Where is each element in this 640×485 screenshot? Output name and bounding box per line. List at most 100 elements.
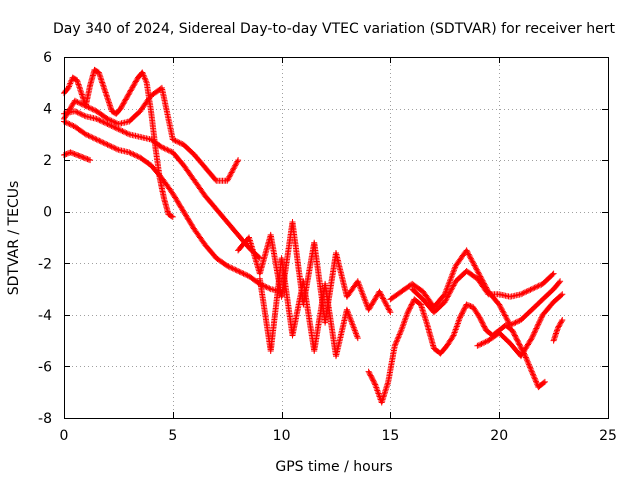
data-point-marks	[180, 141, 197, 157]
data-point	[550, 270, 557, 277]
data-point-marks	[420, 296, 436, 315]
data-point-marks	[430, 300, 447, 316]
data-point-marks	[289, 219, 307, 306]
data-point-marks	[518, 286, 534, 298]
data-point-marks	[507, 317, 523, 329]
data-point-marks	[126, 109, 143, 125]
data-point	[559, 317, 566, 323]
data-point-marks	[95, 69, 106, 87]
data-point-marks	[169, 149, 186, 168]
data-point-marks	[409, 286, 425, 302]
y-tick-label: -2	[38, 256, 52, 272]
data-point-marks	[104, 121, 120, 132]
data-point	[235, 157, 242, 164]
data-point-marks	[430, 292, 447, 311]
data-point-marks	[148, 136, 164, 150]
data-point-marks	[121, 91, 132, 104]
data-point-marks	[354, 278, 372, 312]
data-point-marks	[202, 193, 219, 211]
data-point-marks	[502, 322, 515, 333]
y-tick-label: 4	[43, 102, 52, 118]
data-point-marks	[71, 108, 88, 119]
data-point-marks	[441, 279, 458, 305]
data-point-marks	[528, 297, 545, 313]
series-track-10	[409, 268, 557, 316]
data-point-marks	[191, 152, 208, 170]
x-axis-title: GPS time / hours	[275, 459, 392, 475]
x-tick-label: 5	[168, 428, 177, 444]
data-point-marks	[539, 271, 556, 287]
data-point	[169, 213, 176, 220]
data-point-marks	[470, 304, 482, 320]
data-point-marks	[378, 380, 391, 406]
data-point-marks	[441, 264, 459, 298]
series-track-11	[474, 291, 566, 360]
data-point-marks	[213, 255, 229, 268]
y-tick-label: 0	[43, 205, 52, 221]
data-point-marks	[476, 314, 489, 332]
data-point-marks	[550, 292, 565, 305]
data-point-marks	[333, 308, 350, 360]
data-point-marks	[528, 368, 541, 389]
y-axis-title: SDTVAR / TECUs	[6, 181, 22, 296]
data-point-marks	[539, 300, 556, 318]
grid	[64, 57, 608, 418]
x-tick-label: 15	[381, 428, 399, 444]
series-track-8	[365, 296, 548, 406]
data-point-marks	[235, 235, 251, 254]
data-point-marks	[333, 250, 350, 299]
data-point	[559, 291, 566, 298]
data-point-marks	[385, 344, 398, 385]
data-point-marks	[161, 195, 172, 216]
data-point-marks	[409, 280, 425, 294]
y-tick-label: -6	[38, 359, 52, 375]
data-point-marks	[343, 306, 361, 340]
data-point-marks	[74, 152, 86, 160]
data-point-marks	[82, 103, 99, 114]
data-point-marks	[496, 301, 513, 327]
data-point-marks	[202, 164, 219, 183]
data-point-marks	[180, 208, 197, 232]
data-point-marks	[450, 315, 463, 339]
plot-frame	[64, 57, 609, 419]
data-point-marks	[117, 99, 128, 112]
x-tick-label: 0	[60, 428, 69, 444]
data-point-marks	[457, 302, 469, 321]
data-point-marks	[452, 248, 469, 269]
data-point-marks	[139, 69, 150, 85]
x-tick-label: 10	[273, 428, 291, 444]
data-point-marks	[126, 149, 142, 160]
series-track-4	[61, 118, 285, 295]
data-point-marks	[391, 328, 404, 349]
data-point-marks	[322, 280, 339, 358]
data-point-marks	[104, 141, 120, 153]
data-series	[61, 66, 566, 406]
data-point-marks	[398, 310, 411, 334]
series-track-2	[61, 84, 242, 184]
data-point-marks	[496, 291, 512, 300]
axes-ticks: -8 -6 -4 -2 0 2 4 6 0 5 10 15 20 25	[38, 50, 617, 444]
data-point-marks	[130, 75, 141, 89]
data-point-marks	[158, 84, 176, 141]
data-point-marks	[169, 190, 186, 214]
data-point-marks	[169, 136, 186, 147]
data-point-marks	[93, 136, 110, 147]
data-point-marks	[126, 83, 136, 97]
data-point-marks	[474, 338, 490, 349]
data-point-marks	[87, 68, 98, 89]
y-tick-label: 6	[43, 50, 52, 66]
data-point-marks	[158, 144, 175, 155]
data-point-marks	[463, 247, 480, 273]
data-point-marks	[71, 123, 88, 137]
data-point-marks	[539, 287, 556, 303]
series-track-3	[61, 108, 263, 262]
data-point-marks	[100, 82, 110, 100]
series-track-7	[256, 255, 361, 360]
data-point-marks	[507, 340, 523, 358]
y-tick-label: 2	[43, 153, 52, 169]
y-tick-label: -8	[38, 411, 52, 427]
data-point-marks	[463, 268, 480, 281]
data-point-marks	[61, 108, 77, 117]
